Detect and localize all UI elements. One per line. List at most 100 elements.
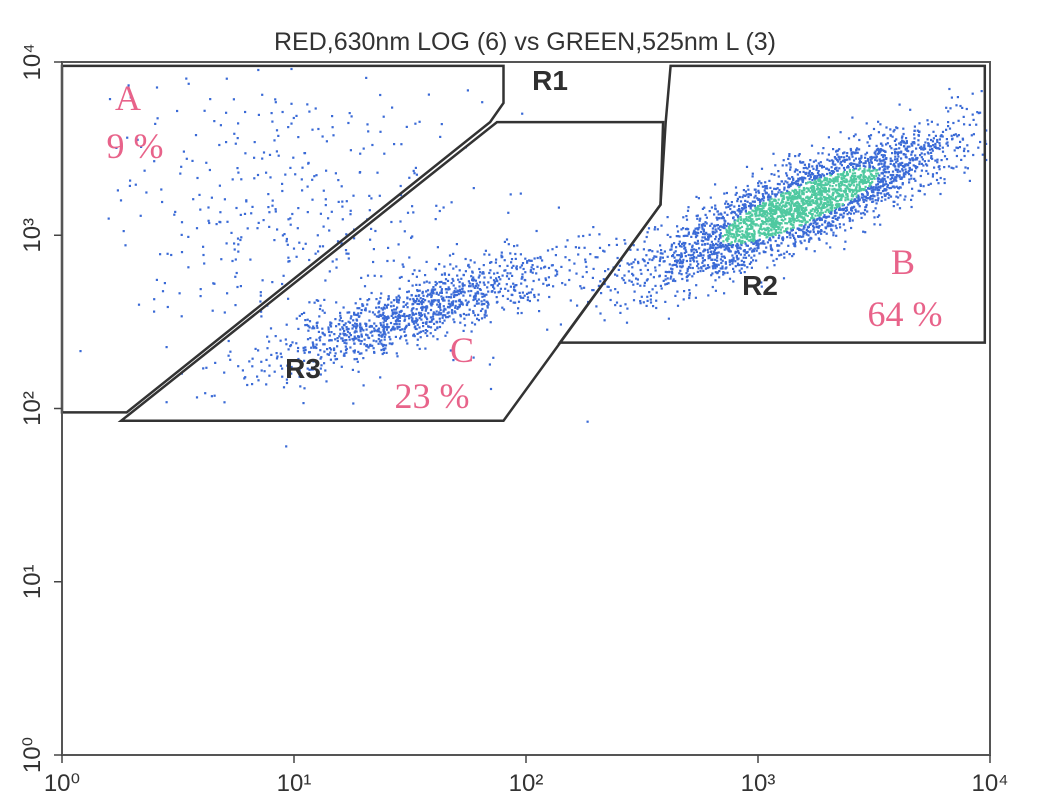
- data-point: [802, 211, 805, 214]
- data-point: [791, 181, 794, 184]
- data-point: [134, 183, 137, 186]
- data-point: [393, 308, 396, 311]
- data-point: [697, 254, 700, 257]
- data-point: [901, 168, 904, 171]
- data-point: [841, 216, 844, 219]
- data-point: [675, 263, 678, 267]
- data-point: [869, 137, 872, 140]
- data-point: [844, 229, 847, 232]
- data-point: [872, 176, 875, 179]
- data-point: [704, 267, 708, 270]
- data-point: [676, 230, 680, 233]
- data-point: [705, 231, 708, 234]
- data-point: [646, 231, 649, 234]
- data-point: [708, 255, 711, 258]
- data-point: [482, 271, 485, 274]
- data-point: [460, 302, 463, 305]
- data-point: [323, 311, 326, 314]
- data-point: [406, 290, 409, 294]
- data-point: [830, 201, 833, 204]
- data-point: [275, 357, 279, 360]
- data-point: [770, 203, 773, 206]
- data-point: [852, 165, 855, 168]
- data-point: [897, 186, 900, 189]
- data-point: [403, 328, 406, 331]
- data-point: [872, 127, 876, 131]
- data-point: [952, 121, 955, 125]
- data-point: [818, 190, 821, 193]
- data-point: [701, 207, 704, 210]
- data-point: [734, 222, 737, 225]
- data-point: [755, 191, 758, 194]
- data-point: [882, 155, 885, 159]
- data-point: [145, 191, 148, 194]
- data-point: [235, 271, 238, 275]
- data-point: [410, 309, 413, 312]
- data-point: [875, 183, 878, 186]
- data-point: [322, 189, 325, 192]
- data-point: [408, 176, 411, 179]
- data-point: [850, 162, 853, 165]
- data-point: [761, 212, 764, 215]
- data-point: [385, 351, 388, 354]
- data-point: [918, 162, 921, 166]
- data-point: [298, 375, 301, 378]
- data-point: [702, 230, 706, 233]
- data-point: [334, 338, 337, 341]
- data-point: [456, 274, 459, 277]
- data-point: [501, 294, 505, 298]
- data-point: [763, 213, 767, 216]
- data-point: [381, 352, 384, 356]
- data-point: [353, 331, 356, 334]
- data-point: [955, 104, 958, 107]
- data-point: [733, 220, 736, 223]
- data-point: [840, 198, 843, 201]
- data-point: [434, 288, 437, 291]
- data-point: [659, 256, 662, 259]
- data-point: [728, 225, 731, 228]
- data-point: [521, 276, 524, 279]
- data-point: [692, 272, 696, 275]
- data-point: [805, 228, 808, 231]
- data-point: [786, 189, 789, 192]
- data-point: [396, 300, 399, 303]
- data-point: [459, 321, 462, 324]
- data-point: [796, 210, 799, 213]
- data-point: [913, 177, 916, 180]
- data-point: [510, 266, 514, 269]
- data-point: [815, 211, 819, 214]
- data-point: [300, 313, 303, 316]
- data-point: [732, 267, 735, 270]
- data-point: [323, 343, 326, 346]
- data-point: [317, 330, 320, 333]
- data-point: [616, 256, 619, 260]
- data-point: [795, 192, 798, 196]
- data-point: [673, 251, 676, 254]
- data-point: [406, 342, 409, 345]
- data-point: [340, 365, 343, 368]
- data-point: [788, 253, 791, 256]
- data-point: [714, 279, 717, 282]
- data-point: [823, 186, 826, 189]
- data-point: [762, 196, 766, 199]
- data-point: [828, 190, 831, 193]
- data-point: [824, 226, 827, 229]
- data-point: [694, 232, 697, 236]
- data-point: [419, 301, 422, 304]
- data-point: [886, 176, 889, 179]
- data-point: [411, 235, 414, 238]
- data-point: [869, 170, 872, 173]
- data-point: [363, 343, 366, 346]
- data-point: [924, 147, 927, 150]
- data-point: [695, 248, 698, 252]
- data-point: [195, 227, 199, 230]
- data-point: [820, 193, 824, 196]
- data-point: [979, 111, 982, 114]
- data-point: [801, 192, 804, 196]
- data-point: [823, 201, 826, 205]
- data-point: [185, 77, 188, 80]
- data-point: [902, 153, 906, 156]
- data-point: [761, 202, 765, 205]
- data-point: [716, 218, 719, 221]
- data-point: [845, 206, 848, 209]
